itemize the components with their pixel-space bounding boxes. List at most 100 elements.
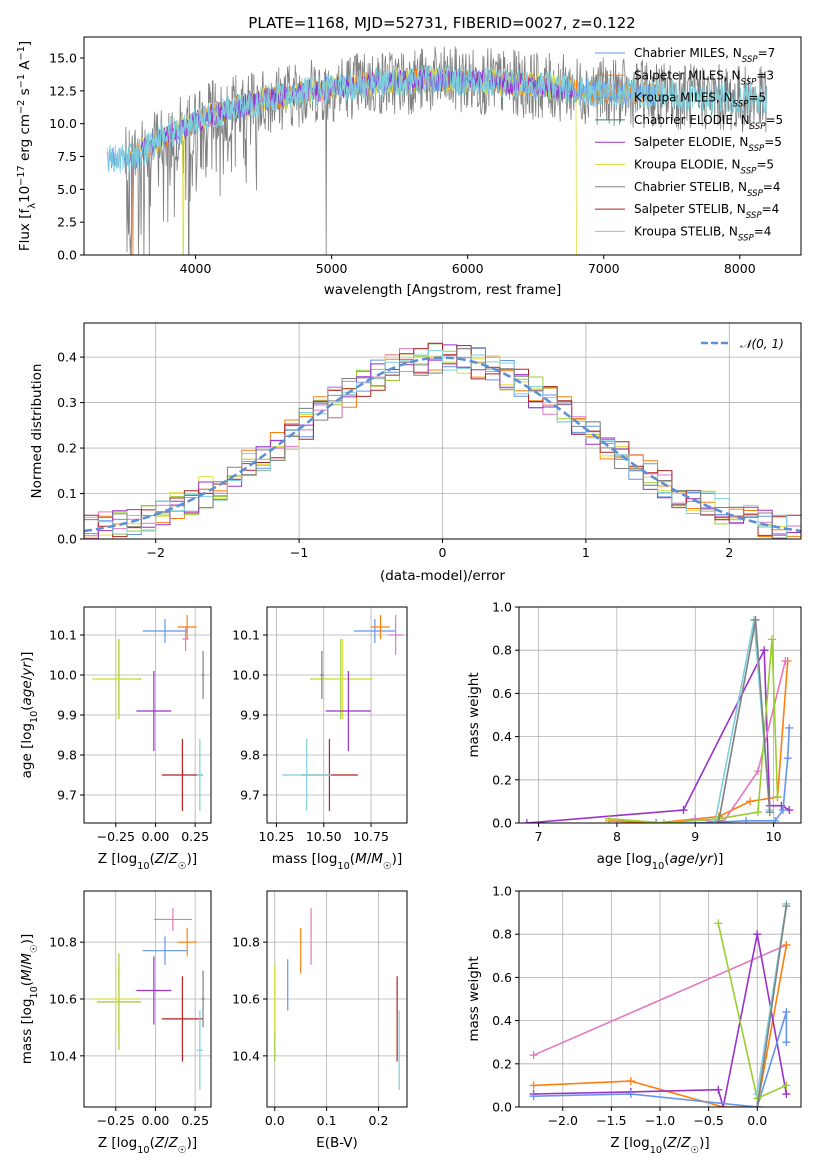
weight-marker — [781, 657, 790, 665]
x-tick-label: 7000 — [588, 261, 620, 276]
weight-marker — [626, 1090, 635, 1099]
weight-marker — [529, 1051, 538, 1060]
y-tick-label: 10.4 — [232, 1048, 260, 1063]
weight-marker — [714, 1085, 723, 1094]
y-axis-label: mass [log10(M/M☉)] — [19, 934, 40, 1064]
y-tick-label: 0.0 — [492, 1100, 512, 1115]
y-tick-label: 10.1 — [232, 628, 260, 643]
spectrum-series — [106, 65, 768, 174]
weight-series — [533, 944, 787, 1056]
axes-frame — [83, 890, 212, 1108]
y-tick-label: 10.6 — [49, 992, 77, 1007]
weight-marker — [751, 615, 760, 624]
y-tick-label: 0.1 — [57, 486, 77, 501]
weight-marker — [714, 816, 723, 823]
y-tick-label: 9.8 — [240, 748, 260, 763]
axes-frame — [83, 322, 802, 540]
legend-entry: Chabrier MILES, NSSP=7 — [634, 46, 775, 65]
weight-marker — [773, 793, 782, 802]
weight-marker — [753, 930, 762, 939]
weight-marker — [652, 819, 661, 823]
weight-marker — [529, 1092, 538, 1101]
x-tick-label: −0.25 — [97, 829, 135, 844]
weight-marker — [783, 754, 792, 763]
y-axis-label: mass weight — [466, 672, 482, 757]
weight-series — [533, 934, 788, 1107]
weight-series — [756, 905, 788, 1107]
x-tick-label: 0 — [439, 545, 447, 560]
y-tick-label: 10.0 — [49, 116, 77, 131]
legend-entry: Chabrier STELIB, NSSP=4 — [634, 180, 781, 199]
x-tick-label: −0.25 — [97, 1113, 135, 1128]
y-tick-label: 10.0 — [232, 668, 260, 683]
weight-series — [695, 660, 787, 823]
x-tick-label: 0.25 — [181, 829, 209, 844]
weight-marker — [785, 723, 794, 732]
y-tick-label: 0.8 — [492, 643, 512, 658]
x-tick-label: 10.50 — [306, 829, 342, 844]
legend-entry: Chabrier ELODIE, NSSP=5 — [634, 113, 783, 132]
weight-marker — [659, 819, 668, 823]
x-tick-label: 0.00 — [142, 1113, 170, 1128]
x-tick-label: 8000 — [724, 261, 756, 276]
weight-marker — [529, 1081, 538, 1090]
y-tick-label: 1.0 — [492, 884, 512, 899]
x-axis-label: age [log10(age/yr)] — [597, 851, 724, 872]
weight-marker — [782, 941, 791, 949]
normal-curve — [84, 356, 801, 533]
x-axis-label: (data-model)/error — [380, 568, 506, 584]
weight-marker — [782, 1081, 791, 1090]
x-tick-label: −0.5 — [693, 1113, 723, 1128]
weight-marker — [605, 814, 614, 823]
y-tick-label: 9.7 — [240, 788, 260, 803]
axes-frame — [518, 606, 802, 824]
y-tick-label: 12.5 — [49, 83, 77, 98]
weight-marker — [782, 1090, 791, 1099]
x-tick-label: 6000 — [452, 261, 484, 276]
legend-entry: Salpeter MILES, NSSP=3 — [634, 68, 774, 87]
y-tick-label: 10.4 — [49, 1048, 77, 1063]
figure-title: PLATE=1168, MJD=52731, FIBERID=0027, z=0… — [248, 14, 635, 32]
y-tick-label: 0.2 — [492, 772, 512, 787]
x-tick-label: −1 — [290, 545, 308, 560]
y-tick-label: 0.0 — [57, 532, 77, 547]
x-tick-label: 4000 — [180, 261, 212, 276]
x-tick-label: 0.00 — [142, 829, 170, 844]
y-tick-label: 10.6 — [232, 992, 260, 1007]
weight-marker — [765, 808, 774, 817]
x-tick-label: 10.25 — [259, 829, 295, 844]
x-tick-label: 10 — [766, 829, 782, 844]
histogram-series — [84, 342, 801, 538]
weight-marker — [719, 1103, 728, 1107]
y-tick-label: 10.1 — [49, 628, 77, 643]
legend-entry: Kroupa STELIB, NSSP=4 — [634, 224, 771, 243]
legend-entry: Salpeter STELIB, NSSP=4 — [634, 202, 779, 221]
weight-series — [533, 1011, 788, 1107]
y-tick-label: 0.6 — [492, 686, 512, 701]
y-tick-label: 9.8 — [57, 748, 77, 763]
y-tick-label: 0.6 — [492, 970, 512, 985]
legend-entry-normal: 𝒩(0, 1) — [740, 337, 784, 351]
weight-marker — [782, 1038, 791, 1047]
y-tick-label: 0.4 — [492, 1013, 512, 1028]
x-axis-label: E(B-V) — [316, 1135, 358, 1151]
weight-marker — [771, 816, 780, 823]
weight-marker — [753, 1090, 762, 1099]
y-tick-label: 0.2 — [57, 441, 77, 456]
weight-marker — [753, 808, 762, 817]
y-axis-label: mass weight — [466, 956, 482, 1041]
axes-frame — [518, 890, 802, 1108]
x-tick-label: 7 — [535, 829, 543, 844]
legend-entry: Kroupa ELODIE, NSSP=5 — [634, 158, 774, 177]
histogram-series — [84, 350, 801, 539]
y-tick-label: 10.0 — [49, 668, 77, 683]
weight-marker — [778, 806, 787, 815]
weight-marker — [782, 1007, 791, 1016]
legend-entry: Salpeter ELODIE, NSSP=5 — [634, 135, 782, 154]
y-tick-label: 10.8 — [232, 935, 260, 950]
y-axis-label: age [log10(age/yr)] — [19, 652, 40, 779]
x-axis-label: Z [log10(Z/Z☉)] — [610, 1135, 709, 1156]
y-tick-label: 0.3 — [57, 395, 77, 410]
y-tick-label: 1.0 — [492, 600, 512, 615]
x-tick-label: 0.2 — [369, 1113, 389, 1128]
